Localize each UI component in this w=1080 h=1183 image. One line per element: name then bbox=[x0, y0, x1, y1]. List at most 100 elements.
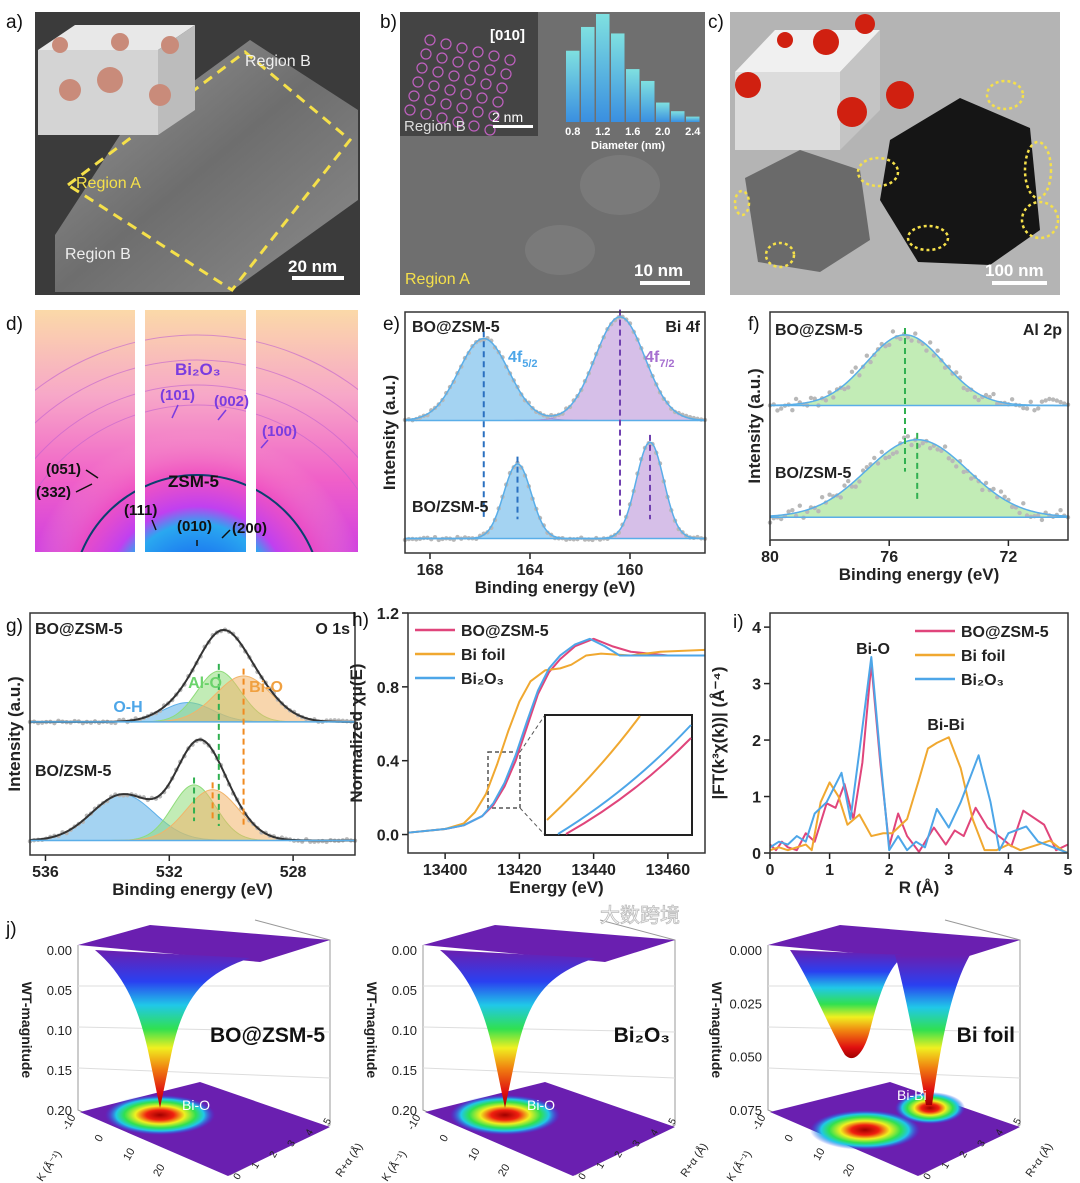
data-point bbox=[846, 385, 851, 390]
data-point bbox=[1050, 397, 1056, 402]
lattice-ring bbox=[484, 64, 496, 76]
plane-label: (101) bbox=[160, 387, 195, 404]
r-tick-label: 1 bbox=[250, 1160, 263, 1171]
contour-hotspot bbox=[105, 1095, 215, 1135]
plane-arrows bbox=[75, 404, 269, 546]
z-tick-label: 0.20 bbox=[47, 1103, 72, 1118]
data-point bbox=[898, 336, 903, 342]
data-point bbox=[879, 449, 884, 455]
wt-peak-label: Bi-Bi bbox=[897, 1087, 927, 1103]
wt-peak-label: Bi-O bbox=[527, 1097, 555, 1113]
annotation-text: Bi-O bbox=[856, 641, 890, 658]
annotation-text: Al-O bbox=[188, 675, 222, 692]
scale-bar bbox=[292, 276, 344, 280]
x-tick-label: 13400 bbox=[423, 862, 468, 879]
panel-label-g: g) bbox=[6, 616, 23, 637]
data-point bbox=[778, 406, 784, 411]
panel-b-tem-image: b) [010] 2 nm Region B 0.8 1.2 1.6 2.0 2.4 Di… bbox=[380, 12, 705, 295]
x-tick-label: 72 bbox=[1000, 549, 1018, 566]
annotation-label: BO/ZSM-5 bbox=[775, 465, 852, 482]
lattice-ring bbox=[488, 110, 500, 122]
data-point bbox=[1024, 406, 1030, 411]
z-tick-label: 0.075 bbox=[729, 1103, 762, 1118]
lattice-ring bbox=[468, 120, 480, 132]
fit-component-al-2p bbox=[769, 334, 1069, 406]
surface-top bbox=[768, 925, 1020, 962]
plane-label: (111) bbox=[124, 502, 157, 519]
lattice-ring bbox=[464, 74, 476, 86]
annotation-label: BO@ZSM-5 bbox=[35, 621, 123, 638]
fit-envelope bbox=[769, 334, 1069, 407]
r-tick-label: 4 bbox=[649, 1127, 662, 1138]
data-point bbox=[797, 503, 802, 508]
panel-label-j: j) bbox=[5, 919, 17, 940]
data-point bbox=[909, 338, 914, 343]
histogram-bar bbox=[611, 33, 625, 122]
legend-label: Bi foil bbox=[961, 648, 1005, 665]
x-tick-label: 536 bbox=[32, 864, 59, 881]
data-point bbox=[875, 461, 881, 466]
wt-plot: 0.000.050.100.150.20WT-magnitude-1001020… bbox=[19, 919, 365, 1183]
lattice-ring bbox=[452, 56, 464, 68]
lattice-ring bbox=[448, 70, 460, 82]
data-point bbox=[808, 395, 814, 401]
x-axis-label: Binding energy (eV) bbox=[475, 578, 636, 597]
data-point bbox=[775, 408, 780, 413]
annotation-text: BO/ZSM-5 bbox=[412, 499, 489, 516]
histogram-bar bbox=[641, 80, 655, 122]
histogram-bar bbox=[686, 116, 700, 122]
z-axis-label: WT-magnitude bbox=[19, 982, 35, 1079]
lattice-ring bbox=[424, 94, 436, 106]
x-axis-label: Binding energy (eV) bbox=[839, 565, 1000, 584]
grid-line bbox=[767, 1026, 1021, 1033]
annotation-text: O-H bbox=[113, 699, 142, 716]
inset-scale-bar bbox=[493, 125, 533, 128]
data-point bbox=[950, 458, 955, 464]
annotation-label: BO@ZSM-5 bbox=[775, 322, 863, 339]
lattice-ring bbox=[468, 60, 480, 72]
lattice-ring bbox=[440, 98, 452, 110]
data-point bbox=[894, 450, 899, 455]
data-point bbox=[1039, 517, 1045, 523]
annotation-label: 4f5/2 bbox=[508, 349, 538, 370]
data-point bbox=[961, 469, 966, 475]
data-point bbox=[887, 342, 892, 348]
r-tick-label: 5 bbox=[1012, 1116, 1025, 1127]
panel-label-i: i) bbox=[733, 612, 744, 633]
spectrum-bo-zsm-5 bbox=[767, 434, 1071, 525]
y-tick-label: 1.2 bbox=[377, 606, 399, 623]
x-axis-label: Binding energy (eV) bbox=[112, 880, 273, 899]
data-point bbox=[935, 348, 940, 353]
y-tick-label: 0.8 bbox=[377, 680, 399, 697]
chart-panel-i: i) 0 1 2 3 4 5 0 1 2 3 4 R (Å) |FT(k³χ(k))| (Å⁻⁴) BO@Z… bbox=[709, 612, 1073, 897]
wt-funnel bbox=[440, 950, 595, 1108]
histogram-bar bbox=[596, 14, 610, 122]
wavelet-transform-plots: 0.000.050.100.150.20WT-magnitude-1001020… bbox=[19, 919, 1055, 1183]
x-tick-label: 13420 bbox=[497, 862, 542, 879]
data-point bbox=[965, 387, 970, 393]
histogram-bar bbox=[581, 26, 595, 122]
x-tick-label: 528 bbox=[280, 864, 307, 881]
series-line-bi-o- bbox=[769, 656, 1069, 854]
data-point bbox=[887, 454, 892, 460]
data-point bbox=[983, 392, 989, 398]
histogram-bar bbox=[626, 69, 640, 122]
annotation-label: Bi 4f bbox=[665, 319, 700, 336]
lattice-ring bbox=[492, 96, 504, 108]
x-tick-label: 1 bbox=[825, 862, 834, 879]
annotation-label: Al 2p bbox=[1023, 322, 1062, 339]
annotation-text: Bi-O bbox=[249, 679, 283, 696]
spectrum-bo-zsm-5 bbox=[402, 441, 708, 543]
region-a-label: Region A bbox=[405, 271, 470, 288]
r-tick-label: 2 bbox=[958, 1149, 971, 1160]
data-point bbox=[1054, 398, 1060, 403]
data-point bbox=[1021, 405, 1026, 411]
wt-plot-title: Bi₂O₃ bbox=[614, 1024, 670, 1047]
plot-frame bbox=[29, 612, 356, 856]
k-tick-label: 10 bbox=[121, 1146, 138, 1163]
r-axis-label: R+α (Å) bbox=[678, 1141, 711, 1180]
k-axis-label: K (Å⁻¹) bbox=[34, 1148, 64, 1183]
zoom-connector bbox=[519, 807, 546, 836]
